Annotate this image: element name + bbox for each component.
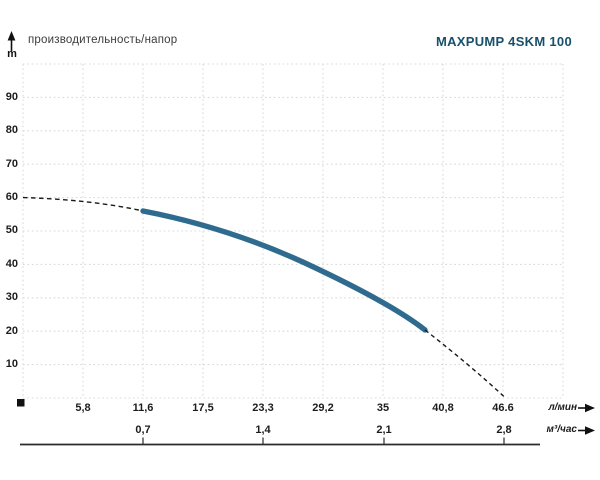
y-tick-20: 20 [5,325,18,337]
curve-dashed-left [22,196,144,212]
grid-horizontal-lines [23,63,563,399]
x-tick-m3h-1: 0,7 [135,424,151,436]
y-axis-arrow-icon [7,31,16,51]
y-tick-40: 40 [5,258,18,270]
x-tick-m3h-2: 1,4 [255,424,271,436]
x-tick-lmin-2: 11,6 [132,402,154,414]
y-tick-30: 30 [5,291,18,303]
x-tick-lmin-8: 46.6 [492,402,514,414]
x-tick-lmin-3: 17,5 [192,402,214,414]
x-tick-m3h-3: 2,1 [376,424,392,436]
x-tick-lmin-7: 40,8 [432,402,454,414]
lmin-axis-arrow-icon [578,403,595,413]
page-title: MAXPUMP 4SKM 100 [435,34,572,49]
curve-solid [140,208,428,333]
origin-square-marker [17,399,25,407]
y-tick-50: 50 [5,224,18,236]
y-axis-unit: m [7,48,17,60]
x-tick-lmin-1: 5,8 [75,402,91,414]
y-tick-60: 60 [5,191,18,203]
x-axis-unit-m3h: м³/час [546,424,577,435]
y-tick-80: 80 [5,124,18,136]
y-tick-10: 10 [5,358,18,370]
y-tick-90: 90 [5,91,18,103]
y-axis-title: производительность/напор [28,34,178,46]
x-tick-lmin-4: 23,3 [252,402,274,414]
x-axis-unit-lmin: л/мин [548,402,577,413]
m3h-axis-arrow-icon [578,426,595,435]
y-tick-70: 70 [5,158,18,170]
m3h-axis-line [20,437,540,446]
curve-dashed-right [424,329,506,399]
x-tick-lmin-6: 35 [376,402,390,414]
x-tick-m3h-4: 2,8 [496,424,512,436]
x-tick-lmin-5: 29,2 [312,402,334,414]
